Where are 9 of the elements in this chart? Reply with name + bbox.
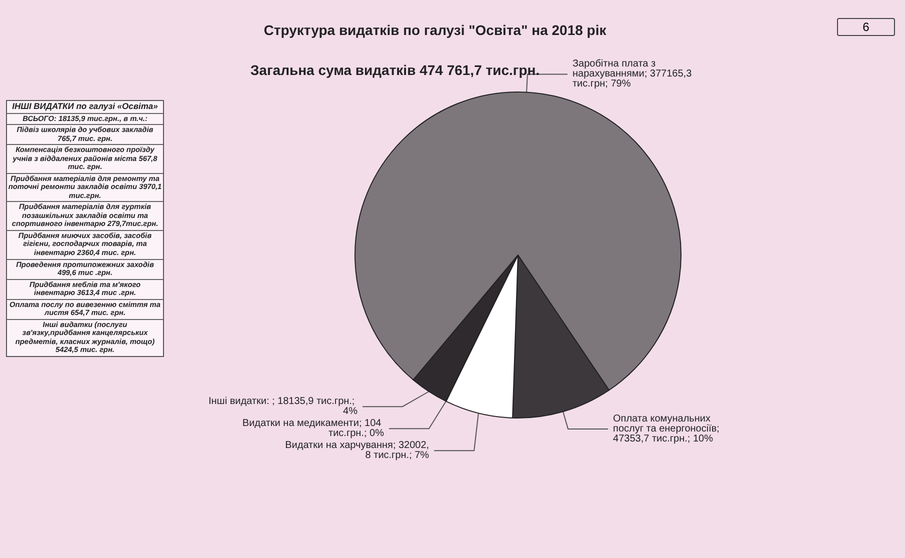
chart-title: Структура видатків по галузі "Освіта" на 2018 рік [264,22,608,38]
chart-subtitle: Загальна сума видатків 474 761,7 тис.грн. [250,62,540,78]
slice-label: Оплата комунальних послуг та енергоносіїв; 47353,7 тис.грн.; 10% [613,413,722,444]
slice-label: Видатки на харчування; 32002,8 тис.грн.; 7% [285,440,430,462]
slice-label: Інші видатки: ; 18135,9 тис.грн.; 4% [208,396,358,418]
text: ІНШІ ВИДАТКИ по галузі «Освіта» [11,101,159,113]
slice-label: Заробітна плата з нарахуваннями; 377165,3 тис.грн; 79% [572,58,694,90]
slice-label: Видатки на медикаменти; 104 тис.грн.; 0% [242,418,384,440]
text: 6 [837,18,895,36]
